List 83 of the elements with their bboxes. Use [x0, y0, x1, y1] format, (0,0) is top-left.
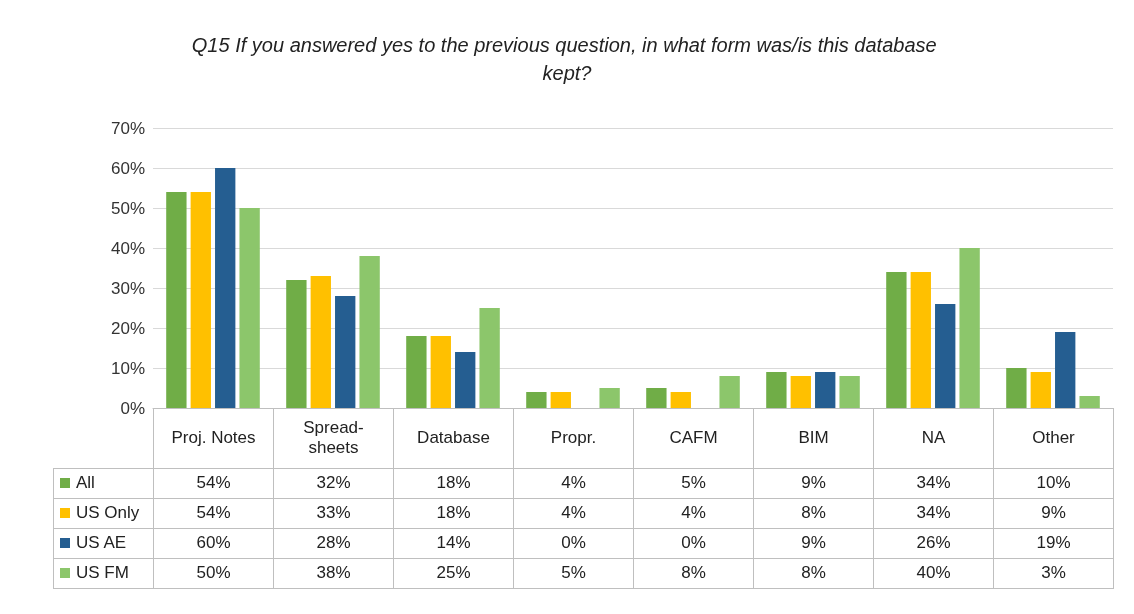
bar: [1030, 372, 1051, 408]
bar: [910, 272, 931, 408]
data-label: 4%: [513, 498, 634, 528]
data-label: 3%: [993, 558, 1114, 588]
bar: [670, 392, 691, 408]
chart-title: Q15 If you answered yes to the previous question, in what form was/is this database kept?: [191, 34, 943, 84]
data-label: 60%: [153, 528, 274, 558]
x-tick-label: NA: [920, 427, 947, 448]
data-label: 40%: [873, 558, 994, 588]
bar: [1079, 396, 1100, 408]
bar: [239, 208, 260, 408]
y-tick-label: 40%: [110, 238, 145, 258]
x-tick-label: Proj. Notes: [170, 427, 257, 448]
data-label: 38%: [273, 558, 394, 588]
data-label: 14%: [393, 528, 514, 558]
data-label: 18%: [393, 498, 514, 528]
y-tick-label: 30%: [110, 278, 145, 298]
bar: [1006, 368, 1027, 408]
data-label: 8%: [753, 498, 874, 528]
bar: [719, 376, 740, 408]
bar: [550, 392, 571, 408]
data-label: 34%: [873, 468, 994, 498]
bar: [215, 168, 236, 408]
data-label: 33%: [273, 498, 394, 528]
legend-label: US FM: [53, 558, 154, 588]
bar: [790, 376, 811, 408]
bar: [766, 372, 787, 408]
bar: [815, 372, 836, 408]
bar: [359, 256, 380, 408]
y-tick-label: 70%: [110, 118, 145, 138]
data-label: 5%: [633, 468, 754, 498]
data-label: 10%: [993, 468, 1114, 498]
data-label: 8%: [633, 558, 754, 588]
x-tick-label: Propr.: [549, 427, 598, 448]
bar: [886, 272, 907, 408]
bar: [286, 280, 307, 408]
y-tick-label: 50%: [110, 198, 145, 218]
x-tick-label: CAFM: [668, 427, 719, 448]
data-label: 34%: [873, 498, 994, 528]
bar: [839, 376, 860, 408]
bar: [935, 304, 956, 408]
data-label: 18%: [393, 468, 514, 498]
bar: [310, 276, 331, 408]
data-label: 9%: [753, 528, 874, 558]
bar: [646, 388, 667, 408]
bar: [526, 392, 547, 408]
y-tick-label: 10%: [110, 358, 145, 378]
bar: [599, 388, 620, 408]
data-label: 32%: [273, 468, 394, 498]
data-label: 54%: [153, 468, 274, 498]
x-tick-label: Other: [1031, 427, 1076, 448]
data-label: 4%: [513, 468, 634, 498]
bar: [959, 248, 980, 408]
data-label: 8%: [753, 558, 874, 588]
data-label: 26%: [873, 528, 994, 558]
data-label: 9%: [753, 468, 874, 498]
bar: [406, 336, 427, 408]
data-label: 25%: [393, 558, 514, 588]
bar: [479, 308, 500, 408]
data-label: 0%: [513, 528, 634, 558]
data-label: 4%: [633, 498, 754, 528]
legend-label: All: [53, 468, 154, 498]
x-tick-label: Database: [416, 427, 491, 448]
data-label: 50%: [153, 558, 274, 588]
bar: [1055, 332, 1076, 408]
bar: [455, 352, 476, 408]
data-label: 9%: [993, 498, 1114, 528]
data-label: 28%: [273, 528, 394, 558]
bar: [335, 296, 356, 408]
data-label: 0%: [633, 528, 754, 558]
y-tick-label: 20%: [110, 318, 145, 338]
bar: [430, 336, 451, 408]
legend-label: US Only: [53, 498, 154, 528]
data-label: 54%: [153, 498, 274, 528]
legend-label: US AE: [53, 528, 154, 558]
bar: [190, 192, 211, 408]
x-tick-label: Spread-sheets: [302, 417, 365, 458]
y-tick-label: 0%: [120, 398, 145, 418]
bar: [166, 192, 187, 408]
x-tick-label: BIM: [797, 427, 830, 448]
y-tick-label: 60%: [110, 158, 145, 178]
data-label: 19%: [993, 528, 1114, 558]
data-label: 5%: [513, 558, 634, 588]
